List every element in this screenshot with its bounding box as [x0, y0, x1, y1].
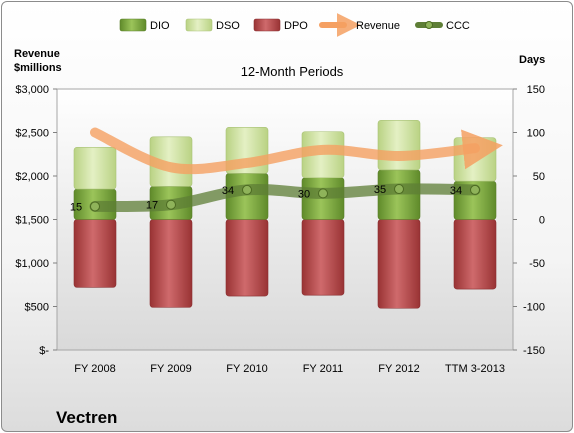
y-left-label-line1: Revenue	[14, 48, 60, 60]
legend-label: DSO	[216, 20, 240, 32]
ccc-data-label: 34	[222, 185, 234, 197]
y-right-label: Days	[519, 54, 545, 66]
y-left-tick-label: $3,000	[15, 84, 49, 96]
x-tick-label: FY 2012	[378, 363, 419, 375]
ccc-point	[394, 184, 404, 195]
legend-swatch	[119, 18, 147, 32]
legend-item-dio: DIO	[119, 18, 170, 32]
ccc-point	[470, 184, 480, 195]
dpo-bar	[73, 219, 117, 288]
y-left-tick-label: $1,000	[15, 258, 49, 270]
legend-marker	[425, 21, 433, 29]
y-right-tick-label: -50	[529, 258, 545, 270]
y-left-tick-label: $-	[39, 345, 49, 357]
chart-title: 12-Month Periods	[241, 64, 344, 79]
labels-layer: 12-Month Periods Revenue $millions Days $3,0…	[14, 48, 545, 375]
ccc-data-label: 34	[450, 185, 462, 197]
legend-label: DPO	[284, 20, 308, 32]
y-left-tick-label: $500	[25, 302, 49, 314]
legend-item-dpo: DPO	[253, 18, 308, 32]
y-right-tick-label: 0	[539, 215, 545, 227]
dpo-bar	[377, 219, 421, 309]
y-left-tick-label: $2,500	[15, 128, 49, 140]
x-tick-label: FY 2011	[303, 363, 344, 375]
revenue-line	[90, 127, 503, 175]
y-left-tick-label: $2,000	[15, 171, 49, 183]
ccc-point	[242, 184, 252, 195]
legend-label: CCC	[446, 20, 470, 32]
plot-area	[56, 88, 514, 351]
dso-bar	[377, 120, 421, 171]
dpo-bar	[225, 219, 269, 297]
x-tick-label: FY 2010	[226, 363, 267, 375]
plot-background	[56, 88, 514, 351]
legend-swatch	[185, 18, 213, 32]
legend-item-revenue: Revenue	[319, 13, 400, 37]
dpo-bar	[453, 219, 497, 290]
legend-label: DIO	[150, 20, 170, 32]
ccc-point	[90, 201, 100, 212]
ccc-line	[89, 183, 481, 213]
x-tick-label: TTM 3-2013	[445, 363, 505, 375]
y-right-tick-label: -150	[523, 345, 545, 357]
ccc-data-label: 15	[70, 201, 82, 213]
y-left-tick-label: $1,500	[15, 215, 49, 227]
y-right-tick-label: -100	[523, 302, 545, 314]
dpo-bar	[149, 219, 193, 308]
ccc-point	[318, 188, 328, 199]
ccc-data-label: 30	[298, 188, 310, 200]
dso-bar	[73, 146, 117, 190]
legend-item-dso: DSO	[185, 18, 240, 32]
legend-item-ccc: CCC	[415, 20, 470, 32]
lines-layer: 15 17 34 30 35 34	[70, 127, 503, 213]
y-right-tick-label: 150	[527, 84, 545, 96]
legend-swatch	[253, 18, 281, 32]
x-tick-label: FY 2009	[150, 363, 191, 375]
ccc-point	[166, 199, 176, 210]
company-name: Vectren	[56, 408, 118, 427]
y-left-label-line2: $millions	[14, 62, 62, 74]
ccc-data-label: 17	[146, 200, 158, 212]
y-right-tick-label: 100	[527, 128, 545, 140]
y-right-tick-label: 50	[533, 171, 545, 183]
x-tick-label: FY 2008	[74, 363, 115, 375]
dpo-bar	[301, 219, 345, 296]
legend: DIO DSO DPO Revenue CCC	[119, 13, 470, 37]
ccc-data-label: 35	[374, 184, 386, 196]
legend-label: Revenue	[356, 20, 400, 32]
